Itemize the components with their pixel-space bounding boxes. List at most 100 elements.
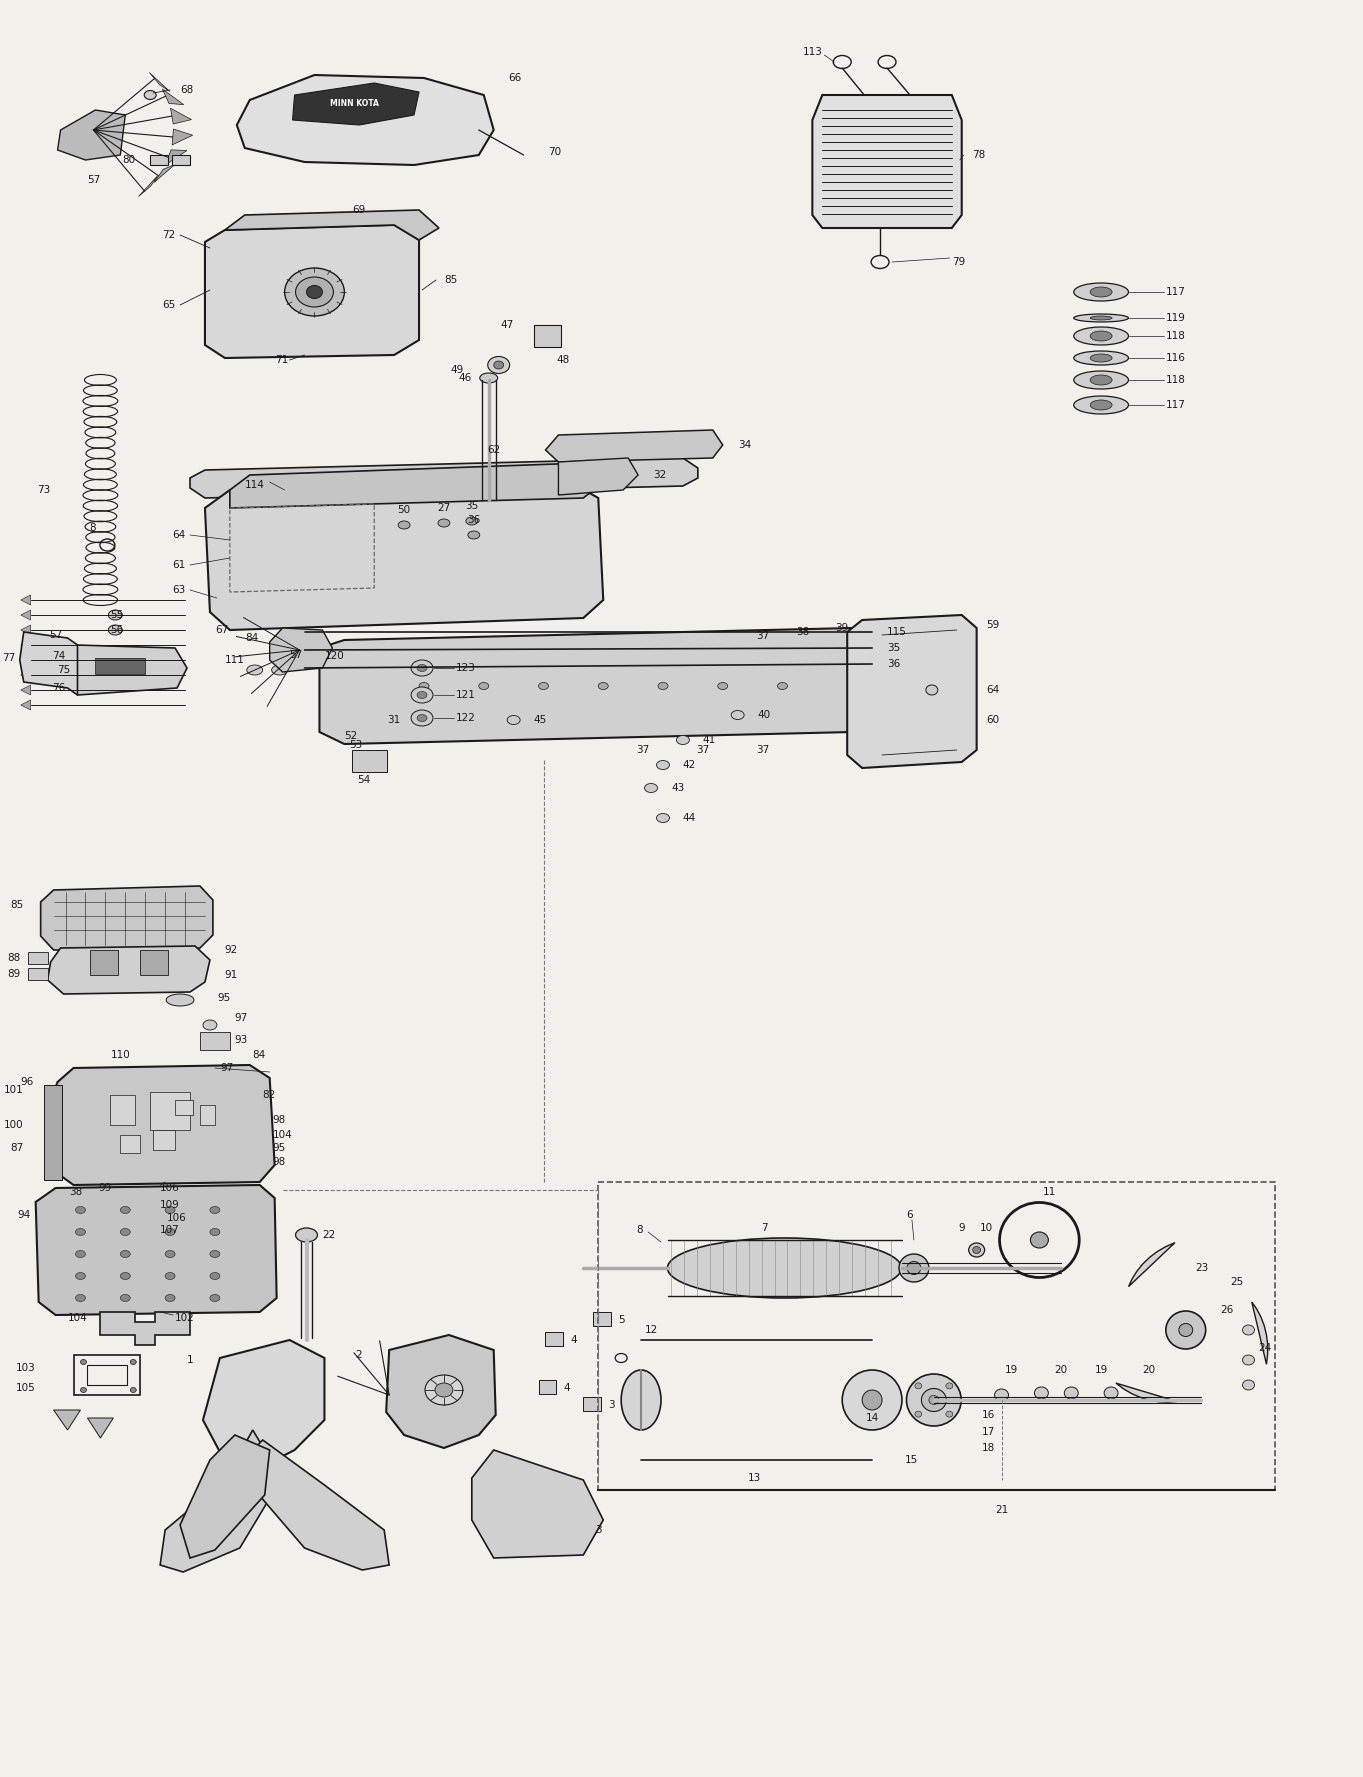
Ellipse shape: [946, 1383, 953, 1390]
Bar: [200, 1105, 215, 1125]
Ellipse shape: [777, 682, 788, 689]
Ellipse shape: [75, 1294, 86, 1301]
Text: 27: 27: [438, 503, 451, 514]
Text: 8: 8: [637, 1224, 643, 1235]
Text: 22: 22: [323, 1230, 335, 1240]
Polygon shape: [20, 700, 31, 711]
Ellipse shape: [296, 1228, 318, 1242]
Ellipse shape: [1074, 327, 1129, 345]
Bar: [352, 750, 387, 771]
Text: 45: 45: [533, 714, 547, 725]
Text: 77: 77: [3, 652, 16, 663]
Bar: [27, 952, 48, 963]
Ellipse shape: [1243, 1381, 1254, 1390]
Text: 3: 3: [608, 1400, 615, 1409]
Text: 15: 15: [905, 1455, 919, 1464]
Text: 54: 54: [357, 775, 371, 785]
Text: 76: 76: [52, 682, 65, 693]
Polygon shape: [319, 627, 876, 745]
Ellipse shape: [296, 277, 334, 307]
Ellipse shape: [285, 268, 345, 316]
Text: 38: 38: [70, 1187, 82, 1198]
Ellipse shape: [668, 1239, 901, 1297]
Text: 122: 122: [455, 713, 476, 723]
Ellipse shape: [1179, 1324, 1193, 1336]
Ellipse shape: [1090, 400, 1112, 410]
Ellipse shape: [480, 373, 497, 384]
Ellipse shape: [657, 761, 669, 769]
Ellipse shape: [863, 1390, 882, 1409]
Ellipse shape: [165, 1207, 174, 1214]
Text: 95: 95: [217, 993, 230, 1002]
Text: 97: 97: [219, 1063, 233, 1073]
Ellipse shape: [507, 716, 521, 725]
Polygon shape: [53, 1064, 275, 1185]
Text: 2: 2: [356, 1351, 363, 1359]
Text: 120: 120: [324, 650, 345, 661]
Text: 37: 37: [696, 745, 710, 755]
Ellipse shape: [598, 682, 608, 689]
Ellipse shape: [900, 1255, 928, 1281]
Bar: [27, 968, 48, 979]
Ellipse shape: [468, 531, 480, 538]
Ellipse shape: [109, 626, 123, 634]
Text: 57: 57: [87, 174, 99, 185]
Text: 37: 37: [637, 745, 650, 755]
Ellipse shape: [120, 1228, 131, 1235]
Polygon shape: [150, 73, 170, 91]
Text: 5: 5: [619, 1315, 624, 1326]
Polygon shape: [20, 595, 31, 604]
Text: 18: 18: [981, 1443, 995, 1454]
Text: 93: 93: [234, 1034, 248, 1045]
Ellipse shape: [1035, 1388, 1048, 1398]
Ellipse shape: [165, 1251, 174, 1258]
Text: 114: 114: [245, 480, 264, 490]
Text: 121: 121: [455, 689, 476, 700]
Ellipse shape: [488, 357, 510, 373]
Ellipse shape: [412, 688, 433, 704]
Ellipse shape: [210, 1272, 219, 1279]
Polygon shape: [812, 94, 962, 227]
Text: 117: 117: [1165, 288, 1186, 297]
Text: 98: 98: [273, 1157, 286, 1167]
Ellipse shape: [645, 784, 657, 793]
Ellipse shape: [915, 1411, 921, 1416]
Polygon shape: [1129, 1242, 1175, 1287]
Polygon shape: [139, 176, 158, 197]
Text: 118: 118: [1165, 375, 1186, 386]
Text: 103: 103: [16, 1363, 35, 1374]
Text: 69: 69: [353, 204, 365, 215]
Text: 16: 16: [981, 1409, 995, 1420]
Ellipse shape: [657, 814, 669, 823]
Text: 31: 31: [387, 714, 401, 725]
Bar: [538, 1381, 556, 1393]
Text: 25: 25: [1231, 1278, 1244, 1287]
Polygon shape: [48, 945, 210, 993]
Text: 116: 116: [1165, 354, 1186, 363]
Text: 49: 49: [451, 364, 463, 375]
Bar: [533, 325, 562, 347]
Text: 57: 57: [49, 631, 63, 640]
Ellipse shape: [210, 1251, 219, 1258]
Ellipse shape: [75, 1272, 86, 1279]
Polygon shape: [559, 458, 638, 496]
Polygon shape: [293, 84, 418, 124]
Ellipse shape: [165, 1294, 174, 1301]
Text: 36: 36: [887, 659, 901, 668]
Ellipse shape: [906, 1374, 961, 1425]
Text: 64: 64: [987, 684, 1000, 695]
Bar: [545, 1333, 563, 1345]
Text: 111: 111: [225, 656, 245, 665]
Ellipse shape: [203, 1020, 217, 1031]
Text: 24: 24: [1258, 1343, 1272, 1352]
Ellipse shape: [120, 1294, 131, 1301]
Ellipse shape: [75, 1228, 86, 1235]
Polygon shape: [237, 75, 493, 165]
Bar: [172, 155, 189, 165]
Text: 37: 37: [756, 631, 769, 641]
Ellipse shape: [75, 1251, 86, 1258]
Text: 88: 88: [7, 952, 20, 963]
Ellipse shape: [1074, 283, 1129, 300]
Text: 117: 117: [1165, 400, 1186, 410]
Ellipse shape: [307, 286, 323, 299]
